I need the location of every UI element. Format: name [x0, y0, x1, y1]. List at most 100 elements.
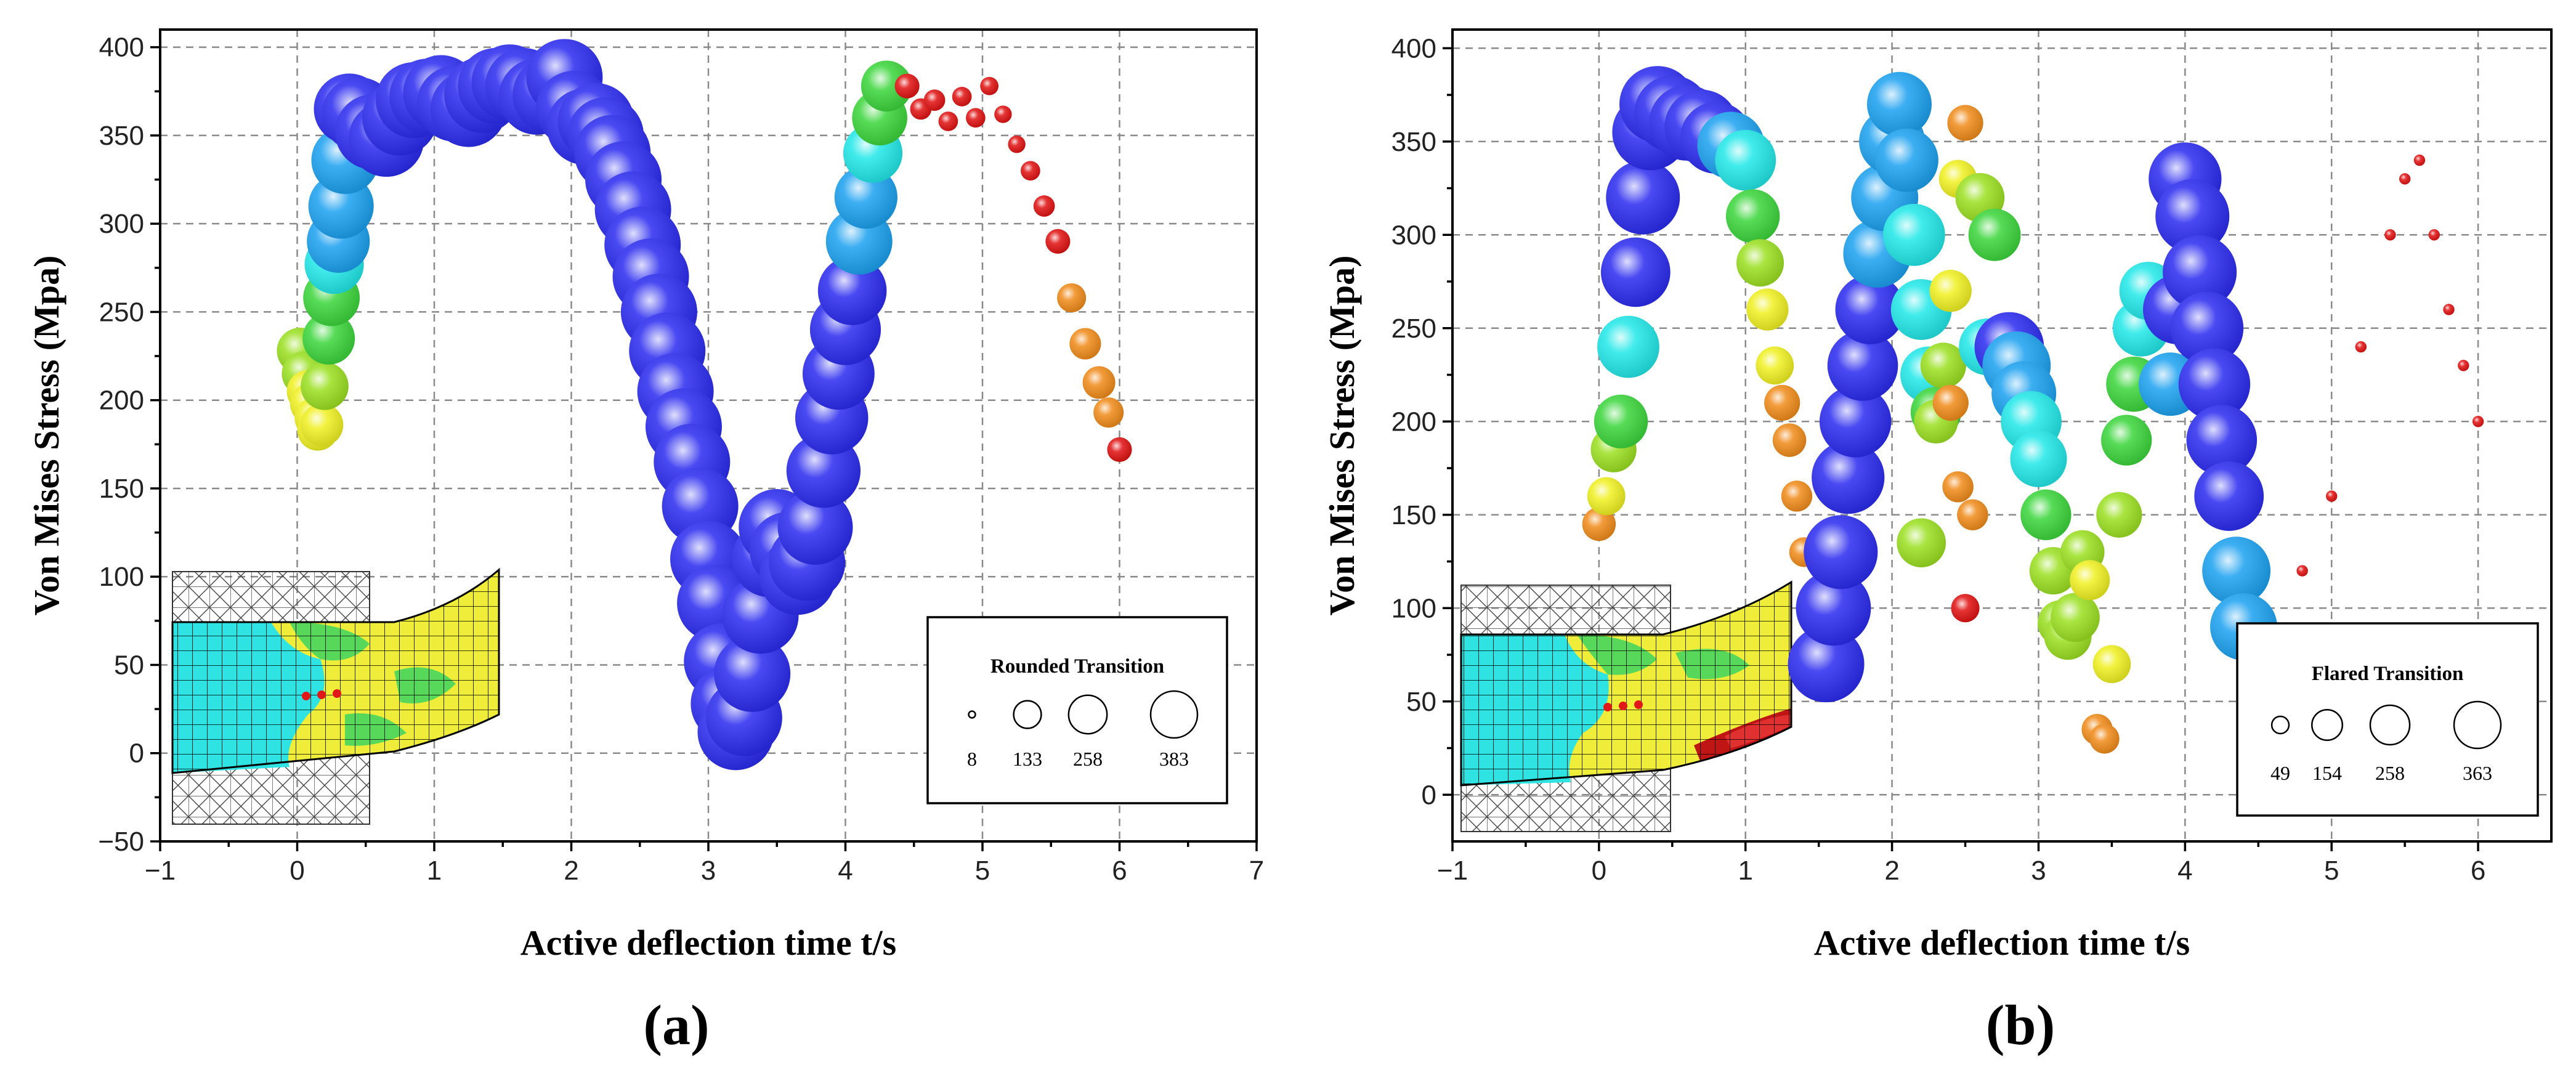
- legend-a-title: Rounded Transition: [990, 655, 1164, 678]
- y-tick-label: 0: [129, 739, 144, 769]
- chart-panel-a: −1 0 1 2 3 4 5 6 7 −50 0 50 100 150 200 250 300 350 400 Ac…: [26, 28, 1264, 1056]
- legend-size-circle: [2453, 700, 2502, 750]
- chart-a-tick-labels: −1 0 1 2 3 4 5 6 7 −50 0 50 100 150 200 250 300 350 400: [98, 33, 1264, 886]
- data-point-shade: [1788, 626, 1865, 703]
- x-tick-label: 1: [1738, 856, 1752, 886]
- y-tick-label: 350: [1391, 127, 1436, 157]
- legend-size-circle: [2270, 715, 2290, 735]
- y-tick-label: 250: [1391, 314, 1436, 344]
- chart-a-fe-mesh-inset: [171, 567, 500, 825]
- data-point-shade: [2155, 179, 2230, 253]
- chart-b-axes: [1443, 28, 2553, 851]
- y-tick-label: −50: [98, 827, 144, 857]
- legend-size-circle: [1013, 700, 1042, 729]
- data-point-shade: [1008, 136, 1026, 153]
- data-point-shade: [1587, 477, 1626, 516]
- data-point-shade: [1957, 499, 1988, 530]
- data-point-shade: [1772, 423, 1807, 457]
- data-point-shade: [302, 312, 355, 365]
- series-peak-2: [1788, 71, 1983, 703]
- y-tick-label: 100: [99, 562, 144, 592]
- legend-size-label: 8: [967, 748, 977, 770]
- data-point-shade: [2092, 645, 2131, 684]
- x-tick-label: 6: [1112, 856, 1127, 886]
- chart-b-bubble-legend: Flared Transition 49 154 258 363: [2236, 622, 2539, 817]
- x-tick-label: 3: [701, 856, 716, 886]
- x-tick-label: −1: [1437, 856, 1468, 886]
- data-point-shade: [1736, 239, 1784, 287]
- legend-size-circle: [1067, 694, 1108, 735]
- data-point-shade: [894, 73, 920, 99]
- series-tail: [2296, 154, 2484, 577]
- x-tick-label: 0: [290, 856, 304, 886]
- y-tick-label: 50: [1406, 687, 1436, 717]
- series-peak-3: [1974, 262, 2178, 754]
- legend-size-circle: [2311, 708, 2344, 742]
- data-point-shade: [1582, 507, 1616, 541]
- x-tick-label: 0: [1592, 856, 1606, 886]
- data-point-shade: [2070, 560, 2110, 601]
- data-point-shade: [2428, 229, 2440, 241]
- data-point-shade: [1764, 384, 1800, 421]
- data-point-shade: [2355, 341, 2367, 353]
- data-point-shade: [1107, 437, 1132, 462]
- data-point-shade: [2296, 565, 2308, 577]
- legend-size-label: 383: [1159, 748, 1189, 770]
- data-point-shade: [1920, 342, 1966, 389]
- x-tick-label: 5: [975, 856, 990, 886]
- data-point-shade: [1827, 330, 1898, 401]
- series-peak-1: [1582, 66, 1820, 567]
- chart-a-x-axis-title: Active deflection time t/s: [520, 923, 896, 963]
- x-tick-label: −1: [145, 856, 176, 886]
- data-point-shade: [1781, 480, 1813, 512]
- data-point-shade: [2010, 430, 2067, 487]
- data-point-shade: [1594, 394, 1648, 448]
- data-point-shade: [1597, 315, 1659, 378]
- x-tick-label: 4: [838, 856, 853, 886]
- data-point-shade: [1874, 128, 1938, 192]
- data-point-shade: [1932, 384, 1969, 421]
- x-tick-label: 2: [1884, 856, 1899, 886]
- y-tick-label: 150: [1391, 500, 1436, 530]
- panel-label-b: (b): [1986, 994, 2055, 1056]
- data-point-shade: [1882, 203, 1945, 266]
- data-point-shade: [1867, 71, 1932, 137]
- data-point-shade: [2202, 536, 2271, 605]
- chart-b-fe-mesh-inset: [1460, 580, 1792, 832]
- chart-a-y-axis-title: Von Mises Stress (Mpa): [26, 256, 67, 616]
- data-point-shade: [777, 490, 853, 565]
- legend-size-label: 258: [2375, 762, 2405, 784]
- data-point-shade: [1756, 346, 1794, 385]
- y-tick-label: 400: [99, 33, 144, 63]
- data-point-shade: [923, 89, 946, 111]
- data-point-shade: [966, 108, 986, 128]
- data-point-shade: [2178, 348, 2251, 420]
- y-tick-label: 100: [1391, 593, 1436, 623]
- legend-size-label: 49: [2270, 762, 2290, 784]
- y-tick-label: 400: [1391, 33, 1436, 63]
- legend-size-circle: [968, 710, 976, 719]
- legend-size-circle: [2369, 704, 2411, 746]
- x-tick-label: 4: [2177, 856, 2192, 886]
- series-tail: [894, 73, 1132, 462]
- data-point-shade: [1804, 515, 1878, 589]
- data-point-shade: [1057, 283, 1087, 313]
- data-point-shade: [2101, 415, 2152, 466]
- data-point-shade: [1725, 189, 1780, 243]
- y-tick-label: 300: [1391, 220, 1436, 250]
- data-point-shade: [1045, 229, 1071, 254]
- data-point-shade: [1947, 105, 1983, 141]
- data-point-shade: [1812, 441, 1885, 514]
- data-point-shade: [2458, 360, 2469, 371]
- data-point-shade: [2089, 724, 2120, 754]
- panel-label-a: (a): [643, 994, 709, 1056]
- y-tick-label: 0: [1422, 780, 1436, 810]
- data-point-shade: [2413, 154, 2426, 166]
- data-point-shade: [1021, 161, 1040, 181]
- data-point-shade: [2096, 492, 2142, 538]
- data-point-shade: [2051, 593, 2100, 642]
- data-point-shade: [1929, 270, 1972, 312]
- data-point-shade: [2325, 490, 2338, 502]
- legend-b-title: Flared Transition: [2312, 663, 2464, 685]
